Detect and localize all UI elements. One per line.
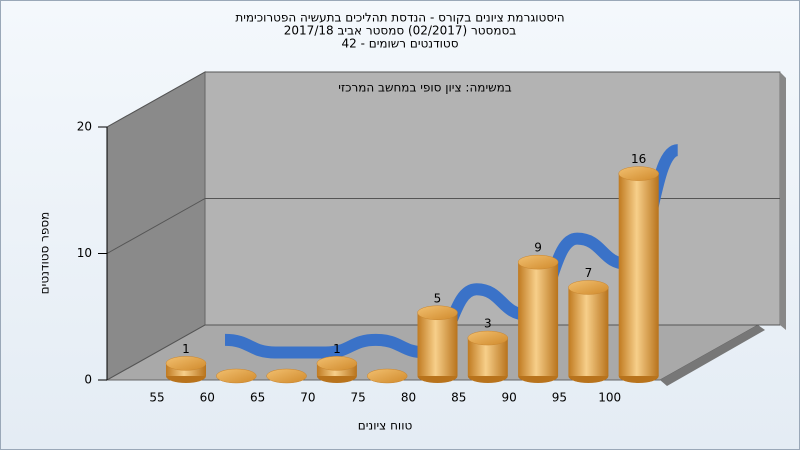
bar <box>216 368 257 384</box>
bar-top <box>316 356 358 371</box>
x-tick-label: 95 <box>552 391 567 405</box>
annotation: במשימה: ציון סופי במחשב המרכזי <box>338 81 512 95</box>
bar <box>366 368 408 384</box>
y-tick-label: 10 <box>77 246 92 260</box>
bar <box>266 368 307 384</box>
bar-top <box>517 254 559 270</box>
data-label: 1 <box>333 342 341 356</box>
chart-title: היסטוגרמת ציונים בקורס - הנדסת תהליכים ב… <box>235 11 564 25</box>
bar-top <box>366 368 408 384</box>
x-tick-label: 100 <box>598 391 621 405</box>
trend-ribbon <box>224 144 680 359</box>
data-label: 16 <box>631 152 646 166</box>
x-tick-label: 65 <box>250 391 265 405</box>
bar-top <box>266 368 307 384</box>
chart-subtitle: סטודנטים רשומים - 42 <box>341 37 458 51</box>
bar: 1 <box>316 342 358 383</box>
data-label: 7 <box>585 266 593 280</box>
bars: 1 1 5 3 9 7 16 <box>165 152 659 384</box>
x-tick-label: 75 <box>351 391 366 405</box>
x-tick-label: 60 <box>200 391 215 405</box>
bar-body <box>618 173 659 376</box>
bar-top <box>216 368 257 384</box>
bar-top <box>618 166 659 181</box>
data-label: 1 <box>182 342 190 356</box>
bar-top <box>568 280 609 295</box>
y-tick-label: 0 <box>84 373 92 387</box>
wall-edge <box>780 72 786 330</box>
x-tick-label: 80 <box>401 391 416 405</box>
x-tick-label: 85 <box>451 391 466 405</box>
data-label: 9 <box>534 241 542 255</box>
data-label: 3 <box>484 317 492 331</box>
x-axis-label: טווח ציונים <box>358 419 413 433</box>
grid-line <box>106 71 206 128</box>
bar: 3 <box>467 317 509 383</box>
x-tick-label: 90 <box>501 391 516 405</box>
bar-top <box>165 356 207 371</box>
chart-subtitle: בסמסטר (02/2017) סמסטר אביב 2017/18 <box>284 24 516 38</box>
bar-top <box>467 330 509 346</box>
data-label: 5 <box>434 291 442 305</box>
y-tick-label: 20 <box>77 120 92 134</box>
trend <box>224 144 680 359</box>
bar-body <box>417 312 458 376</box>
x-tick-label: 70 <box>300 391 315 405</box>
floor-edge <box>660 325 765 386</box>
bar: 9 <box>517 241 559 383</box>
y-axis-label: מספר סטודנטים <box>38 212 52 295</box>
bar: 5 <box>417 291 458 383</box>
grid-line <box>106 324 206 381</box>
bar: 16 <box>618 152 659 383</box>
grid <box>106 71 780 381</box>
bar-body <box>518 262 559 376</box>
x-tick-label: 55 <box>149 391 164 405</box>
bar-top <box>417 305 458 320</box>
bar-body <box>568 287 609 376</box>
bar: 1 <box>165 342 207 383</box>
bar: 7 <box>568 266 609 383</box>
grid-line <box>106 198 206 254</box>
